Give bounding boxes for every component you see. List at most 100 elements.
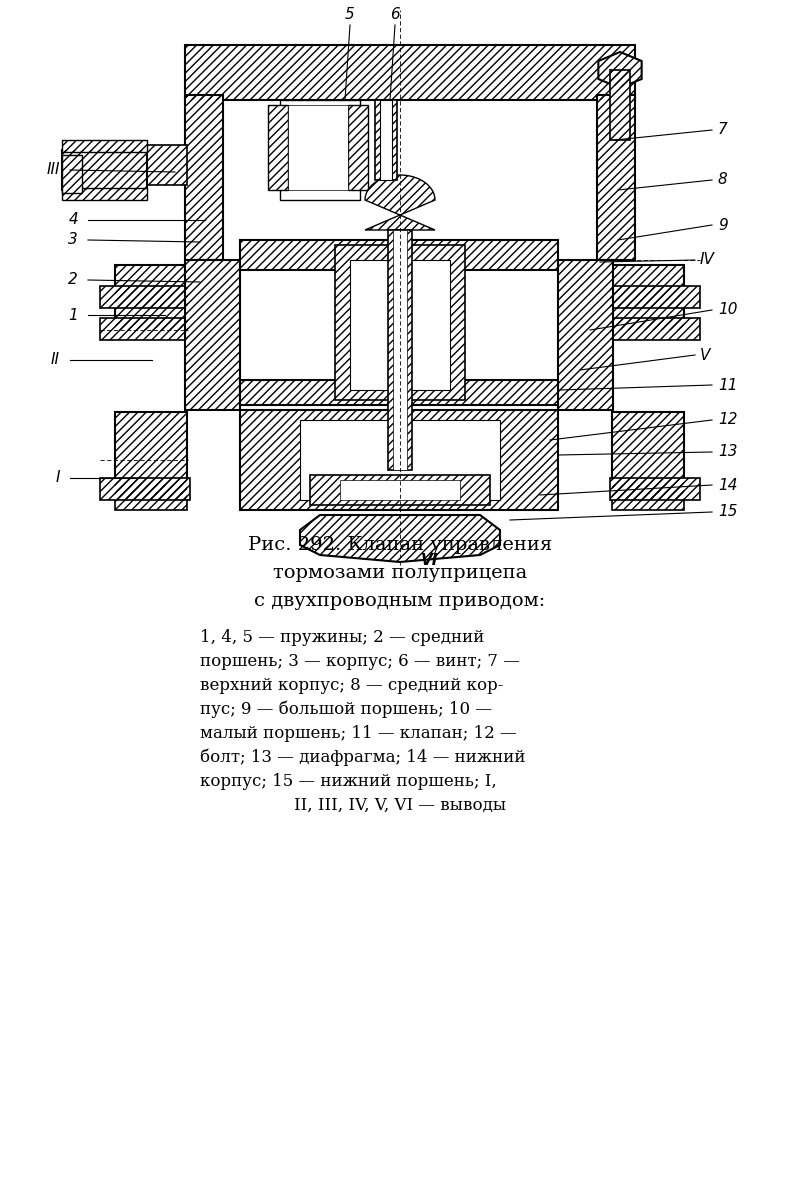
Bar bbox=[612, 485, 684, 510]
Bar bbox=[348, 104, 368, 190]
Bar bbox=[185, 44, 635, 100]
Bar bbox=[610, 70, 630, 140]
Bar bbox=[310, 475, 490, 505]
Bar bbox=[240, 410, 558, 510]
Bar bbox=[185, 95, 223, 260]
Bar bbox=[300, 420, 500, 500]
Text: IV: IV bbox=[700, 252, 715, 268]
Bar bbox=[610, 286, 700, 308]
Text: III: III bbox=[46, 162, 60, 178]
Bar bbox=[62, 150, 147, 190]
Bar bbox=[60, 10, 740, 520]
Bar bbox=[240, 380, 558, 404]
Bar bbox=[115, 412, 187, 500]
Bar bbox=[240, 410, 558, 510]
Bar bbox=[240, 240, 558, 270]
Text: малый поршень; 11 — клапан; 12 —: малый поршень; 11 — клапан; 12 — bbox=[200, 725, 517, 742]
Bar bbox=[612, 412, 684, 500]
Bar bbox=[612, 265, 684, 330]
Bar bbox=[185, 260, 240, 410]
Text: 4: 4 bbox=[68, 212, 78, 228]
Bar bbox=[115, 485, 187, 510]
Text: 15: 15 bbox=[718, 504, 737, 520]
Text: 12: 12 bbox=[718, 413, 737, 427]
Bar bbox=[375, 100, 397, 180]
Text: корпус; 15 — нижний поршень; I,: корпус; 15 — нижний поршень; I, bbox=[200, 773, 497, 790]
Text: I: I bbox=[55, 470, 60, 486]
Bar bbox=[388, 230, 412, 470]
Bar bbox=[610, 318, 700, 340]
Text: II, III, IV, V, VI — выводы: II, III, IV, V, VI — выводы bbox=[294, 797, 506, 814]
Text: 1, 4, 5 — пружины; 2 — средний: 1, 4, 5 — пружины; 2 — средний bbox=[200, 629, 484, 646]
Bar bbox=[185, 44, 635, 100]
Text: 11: 11 bbox=[718, 378, 737, 392]
Bar bbox=[597, 95, 635, 260]
Bar bbox=[62, 150, 147, 190]
Bar bbox=[610, 318, 700, 340]
Text: II: II bbox=[51, 353, 60, 367]
Text: 2: 2 bbox=[68, 272, 78, 288]
Bar bbox=[115, 412, 187, 500]
Bar bbox=[280, 100, 360, 200]
Bar bbox=[612, 265, 684, 330]
Bar bbox=[610, 70, 630, 140]
Text: 10: 10 bbox=[718, 302, 737, 318]
Polygon shape bbox=[300, 515, 500, 562]
Bar bbox=[100, 286, 188, 308]
Bar bbox=[393, 230, 407, 470]
Bar bbox=[558, 260, 613, 410]
Text: V: V bbox=[700, 348, 710, 362]
Bar bbox=[348, 104, 368, 190]
Bar bbox=[268, 104, 288, 190]
Text: 14: 14 bbox=[718, 478, 737, 492]
Bar bbox=[335, 245, 465, 400]
Bar bbox=[610, 286, 700, 308]
Bar bbox=[558, 260, 613, 410]
Bar bbox=[62, 188, 147, 200]
Bar bbox=[610, 478, 700, 500]
Text: болт; 13 — диафрагма; 14 — нижний: болт; 13 — диафрагма; 14 — нижний bbox=[200, 749, 526, 766]
Bar bbox=[288, 104, 348, 190]
Bar bbox=[62, 188, 147, 200]
Bar bbox=[612, 412, 684, 500]
Bar bbox=[375, 100, 397, 180]
Text: VI: VI bbox=[421, 553, 439, 568]
Bar bbox=[268, 104, 288, 190]
Bar bbox=[62, 155, 82, 193]
Bar bbox=[340, 480, 460, 500]
Bar bbox=[350, 260, 450, 390]
Text: Рис. 292. Клапан управления: Рис. 292. Клапан управления bbox=[248, 536, 552, 554]
Bar bbox=[115, 265, 187, 330]
Bar bbox=[145, 145, 187, 185]
Bar bbox=[58, 10, 740, 570]
Bar bbox=[100, 286, 188, 308]
Text: 7: 7 bbox=[718, 122, 728, 138]
Bar bbox=[115, 265, 187, 330]
Bar bbox=[62, 140, 147, 152]
Bar bbox=[100, 318, 188, 340]
Text: 13: 13 bbox=[718, 444, 737, 460]
Text: 3: 3 bbox=[68, 233, 78, 247]
Bar bbox=[185, 260, 240, 410]
Bar bbox=[100, 478, 190, 500]
Text: тормозами полуприцепа: тормозами полуприцепа bbox=[273, 564, 527, 582]
Bar bbox=[380, 100, 392, 180]
Bar bbox=[240, 380, 558, 404]
Text: пус; 9 — большой поршень; 10 —: пус; 9 — большой поршень; 10 — bbox=[200, 701, 492, 718]
Bar bbox=[100, 478, 190, 500]
Bar bbox=[597, 95, 635, 260]
Bar bbox=[388, 230, 412, 470]
Text: поршень; 3 — корпус; 6 — винт; 7 —: поршень; 3 — корпус; 6 — винт; 7 — bbox=[200, 653, 520, 670]
Text: 6: 6 bbox=[390, 7, 400, 22]
Polygon shape bbox=[598, 52, 642, 88]
Polygon shape bbox=[365, 175, 435, 230]
Text: 1: 1 bbox=[68, 307, 78, 323]
Bar bbox=[610, 478, 700, 500]
Bar bbox=[612, 485, 684, 510]
Text: 8: 8 bbox=[718, 173, 728, 187]
Text: верхний корпус; 8 — средний кор-: верхний корпус; 8 — средний кор- bbox=[200, 677, 503, 694]
Bar bbox=[335, 245, 465, 400]
Bar bbox=[240, 240, 558, 270]
Bar bbox=[145, 145, 187, 185]
Bar bbox=[310, 475, 490, 505]
